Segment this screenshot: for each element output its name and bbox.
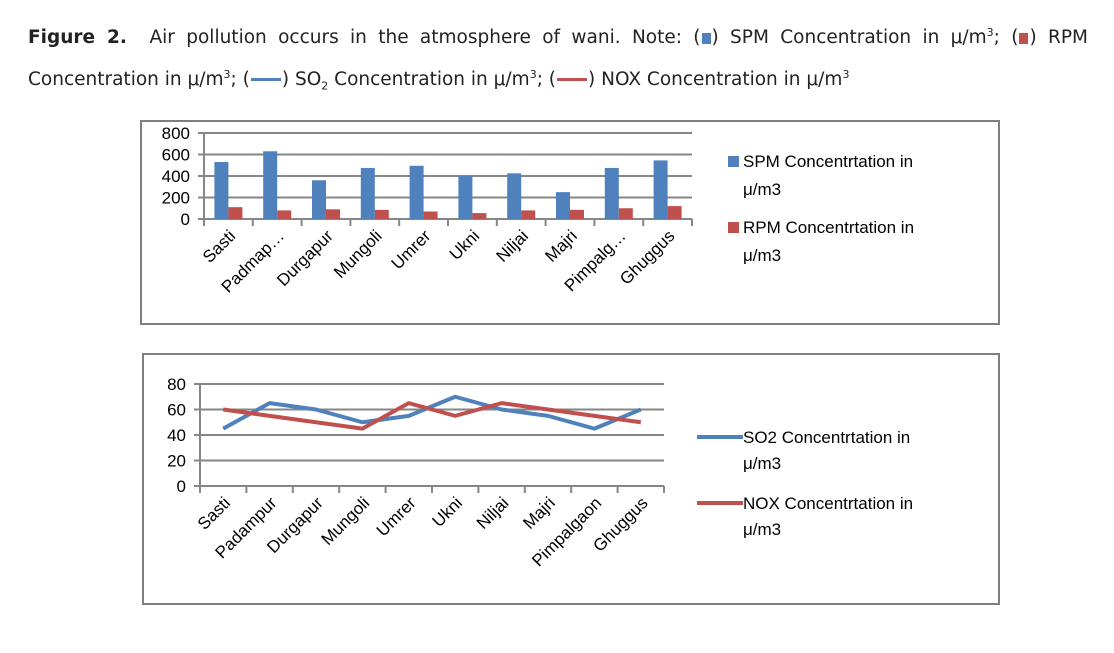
bar-chart-panel: 0 200 400 600 800 Sasti Padmap… Durgapur Mungoli… [140, 120, 1000, 325]
bar-rpm [570, 209, 584, 219]
y-tick-label: 200 [162, 189, 190, 208]
legend-label: NOX Concentrtation in [743, 494, 913, 513]
x-tick-label: Majri [519, 493, 558, 532]
legend-label-unit: μ/m3 [743, 520, 781, 539]
legend-swatch-rpm-icon [728, 222, 739, 233]
x-tick-label: Majri [541, 226, 580, 265]
y-tick-label: 80 [167, 375, 186, 394]
series-line-so2 [222, 394, 642, 431]
bar-spm [409, 165, 424, 219]
spm-swatch-icon [701, 33, 711, 45]
bar-rpm [374, 209, 389, 219]
x-tick-label: Niljai [493, 226, 532, 265]
x-tick-label: Umrer [373, 493, 420, 540]
bar-spm [458, 176, 473, 219]
caption-line-1: Figure 2. Air pollution occurs in the at… [28, 26, 1088, 49]
bar-rpm [667, 206, 682, 219]
bar-spm [556, 192, 570, 219]
bar-spm [263, 151, 278, 219]
bar-spm [312, 180, 326, 219]
bar-spm [360, 167, 375, 219]
y-tick-label: 40 [167, 426, 186, 445]
y-tick-label: 600 [162, 146, 190, 165]
nox-line-icon [557, 78, 588, 82]
bar-spm [653, 160, 668, 219]
x-tick-label: Ukni [429, 493, 466, 530]
bar-rpm [326, 209, 340, 219]
y-tick-label: 0 [181, 210, 190, 229]
bar-spm [214, 162, 229, 219]
bar-rpm [423, 211, 438, 219]
caption-line-2: Concentration in μ/m3; () SO2 Concentrat… [28, 68, 850, 93]
line-chart-panel: 0 20 40 60 80 Sasti Padampur Durgapur Mungoli Umr… [142, 353, 1000, 605]
x-tick-label: Mungoli [330, 226, 386, 282]
bar-rpm [472, 213, 487, 219]
bar-spm [507, 173, 522, 219]
bar-rpm [228, 207, 243, 219]
x-tick-label: Niljai [473, 493, 512, 532]
x-tick-label: Sasti [199, 226, 239, 266]
legend-label-unit: μ/m3 [743, 454, 781, 473]
x-tick-label: Sasti [194, 493, 234, 533]
so2-line-icon [250, 78, 281, 82]
figure-label: Figure 2. [28, 27, 127, 49]
x-tick-label: Mungoli [318, 493, 374, 549]
bar-spm [604, 167, 619, 219]
legend-label-unit: μ/m3 [743, 180, 781, 199]
y-tick-label: 0 [177, 477, 186, 496]
series-line-nox [222, 401, 642, 431]
bar-chart: 0200400600800SastiPadmap…DurgapurMungoli… [162, 124, 914, 297]
bar-rpm [521, 210, 536, 219]
legend-label: SO2 Concentrtation in [743, 428, 910, 447]
bar-rpm [277, 210, 292, 219]
y-tick-label: 400 [162, 167, 190, 186]
legend-label-unit: μ/m3 [743, 246, 781, 265]
figure-caption: Figure 2. Air pollution occurs in the at… [28, 14, 1088, 105]
legend-label: RPM Concentrtation in [743, 218, 914, 237]
x-tick-label: Umrer [388, 226, 435, 273]
x-tick-label: Ukni [446, 226, 483, 263]
y-tick-label: 60 [167, 401, 186, 420]
rpm-swatch-icon [1019, 33, 1029, 45]
bar-rpm [618, 208, 633, 219]
y-tick-label: 20 [167, 452, 186, 471]
y-tick-label: 800 [162, 124, 190, 143]
legend-swatch-spm-icon [728, 156, 739, 167]
legend-label: SPM Concentrtation in [743, 152, 913, 171]
